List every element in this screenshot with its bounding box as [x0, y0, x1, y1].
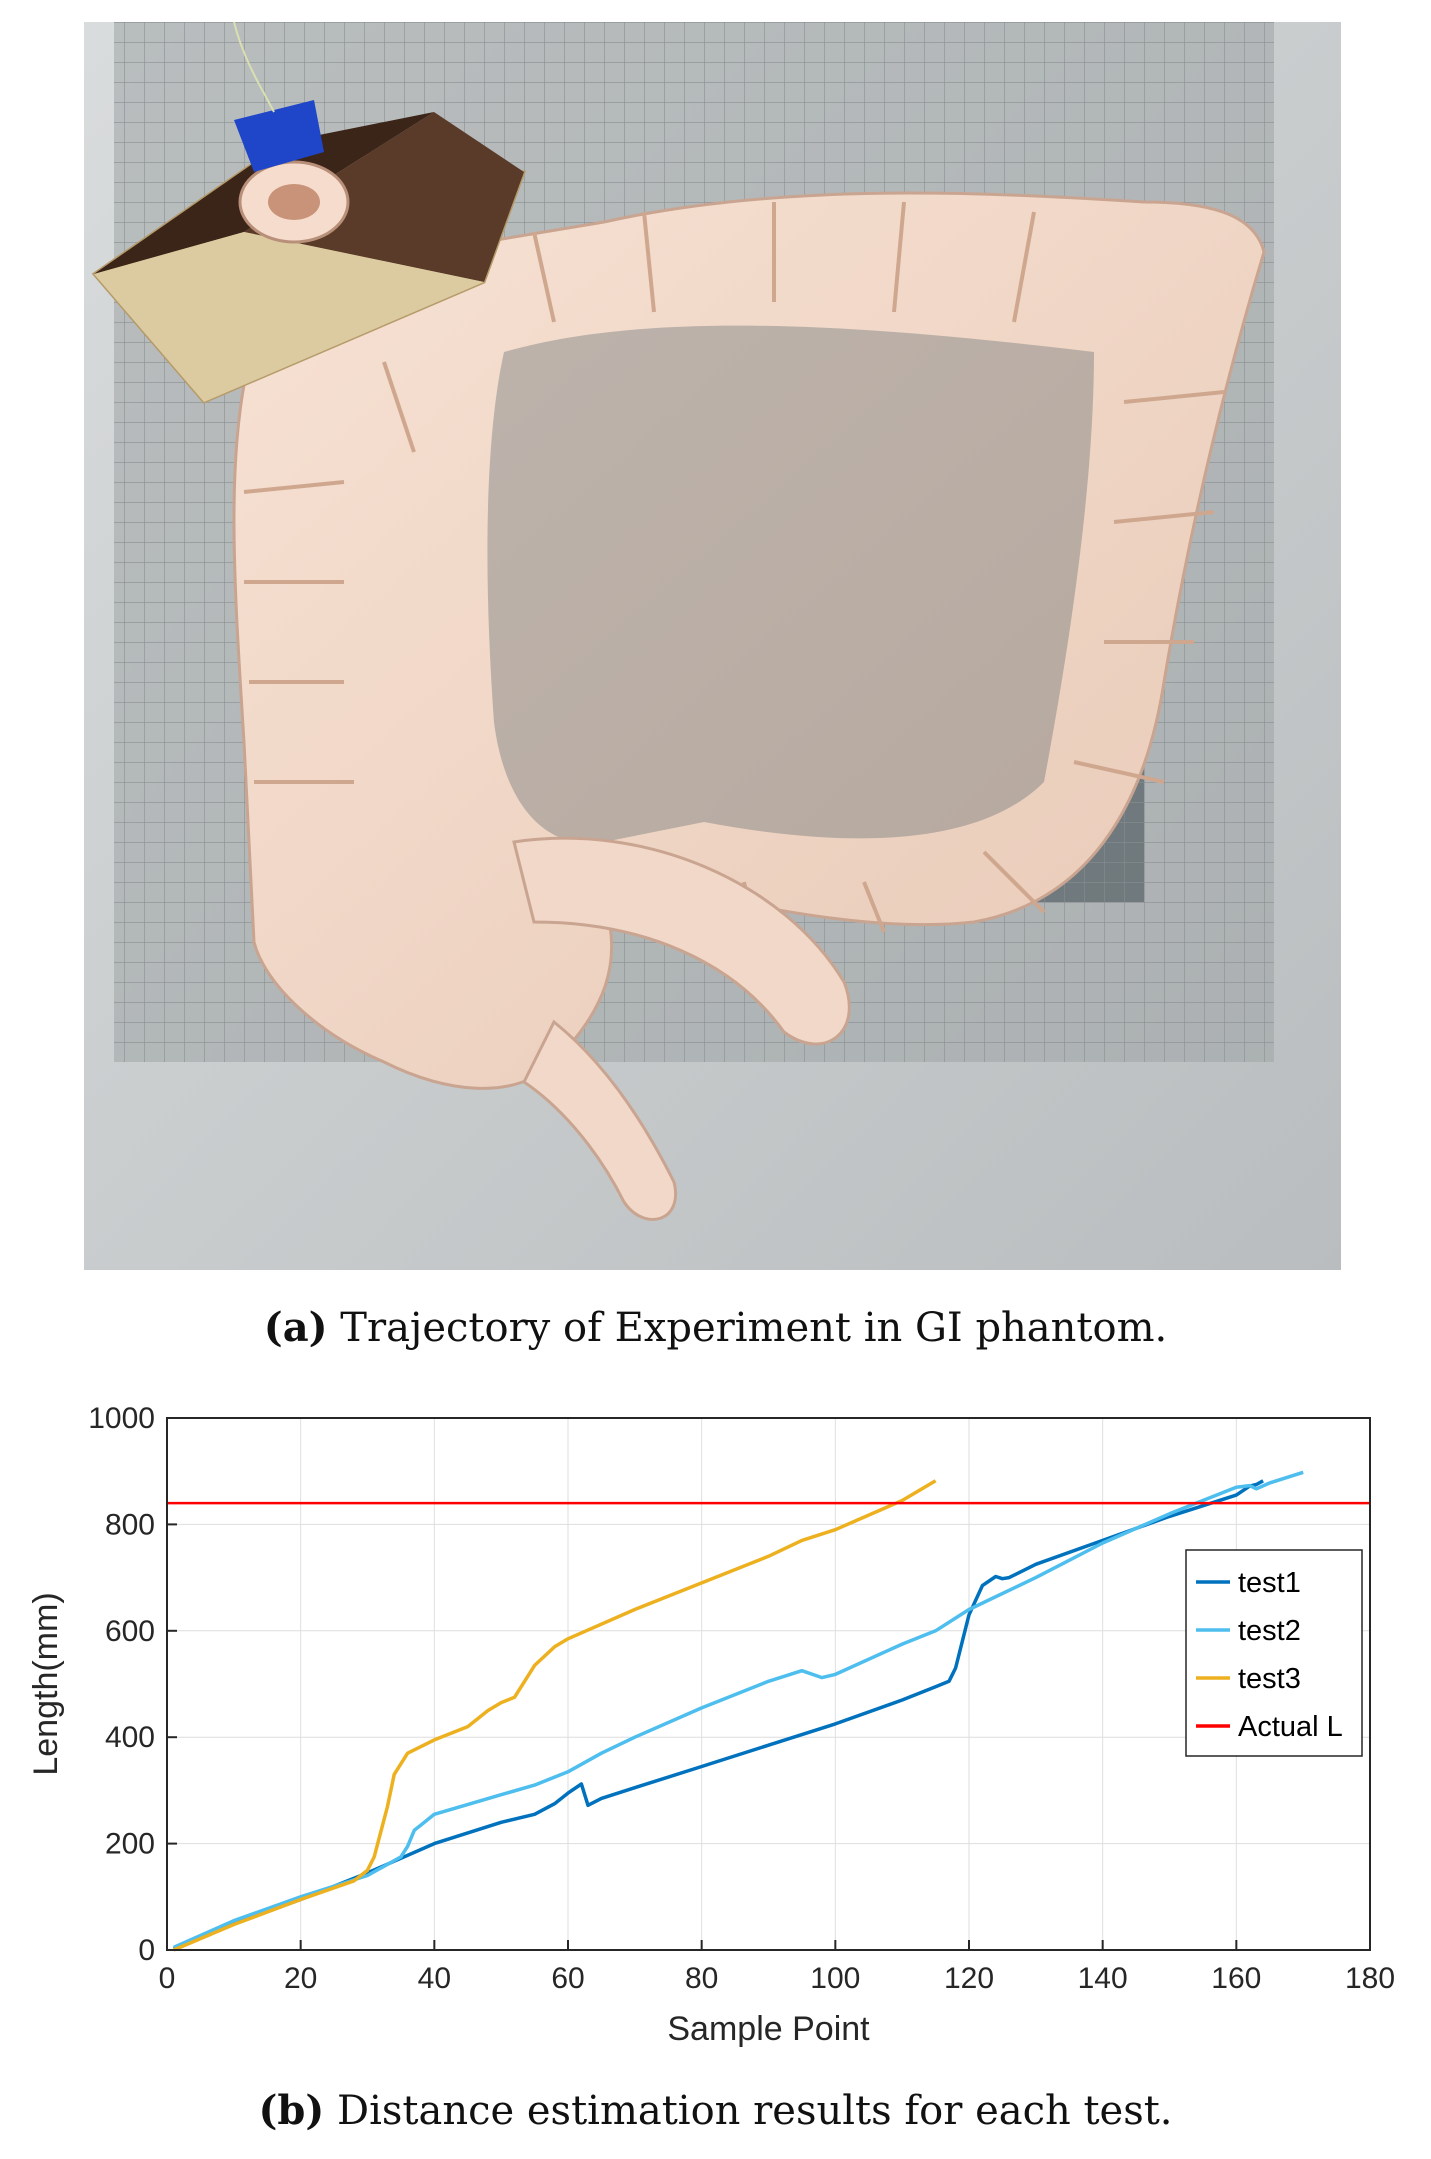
- x-tick-label: 0: [159, 1962, 176, 1995]
- y-axis-label: Length(mm): [27, 1592, 65, 1775]
- legend-label: test2: [1238, 1615, 1301, 1647]
- x-tick-label: 160: [1211, 1962, 1261, 1995]
- x-tick-label: 60: [551, 1962, 584, 1995]
- caption-b-label: (b): [258, 2087, 325, 2134]
- caption-b: (b) Distance estimation results for each…: [0, 2087, 1431, 2134]
- x-tick-label: 180: [1345, 1962, 1395, 1995]
- x-tick-label: 100: [810, 1962, 860, 1995]
- y-tick-label: 200: [105, 1828, 155, 1861]
- distance-chart: 0 20 40 60 80 100 120 140 160 180 0 200 400 600 800 100…: [0, 1400, 1431, 2050]
- x-axis-label: Sample Point: [667, 2010, 870, 2048]
- plot-area-border: [166, 1417, 1371, 1951]
- series-line-test3: [173, 1479, 937, 1952]
- y-tick-label: 600: [105, 1615, 155, 1648]
- x-tick-label: 40: [418, 1962, 451, 1995]
- sigmoid-segment: [512, 836, 851, 1046]
- blue-tag: [234, 100, 324, 172]
- legend-label: Actual L: [1238, 1711, 1343, 1743]
- y-tick-label: 1000: [88, 1402, 155, 1435]
- appendix-segment: [522, 1019, 678, 1221]
- series-layer: [167, 1470, 1370, 1952]
- y-tick-label: 400: [105, 1721, 155, 1754]
- legend-label: test1: [1238, 1567, 1301, 1599]
- tick-layer: 0 20 40 60 80 100 120 140 160 180 0 200 400 600 800 100…: [88, 1402, 1395, 1995]
- phantom-photo: [84, 22, 1341, 1270]
- x-tick-label: 80: [685, 1962, 718, 1995]
- series-line-test2: [172, 1470, 1304, 1949]
- x-tick-label: 140: [1078, 1962, 1128, 1995]
- x-tick-label: 20: [284, 1962, 317, 1995]
- plot-background: [167, 1418, 1370, 1950]
- x-tick-label: 120: [944, 1962, 994, 1995]
- caption-a-label: (a): [263, 1304, 328, 1351]
- legend-box: [1185, 1549, 1363, 1757]
- wooden-block: [91, 112, 527, 404]
- series-line-test1: [173, 1479, 1264, 1951]
- caption-a-text: Trajectory of Experiment in GI phantom.: [340, 1305, 1168, 1351]
- y-tick-label: 0: [138, 1934, 155, 1967]
- legend: test1 test2 test3 Actual L: [1185, 1549, 1363, 1757]
- phantom-photo-illustration: [84, 22, 1341, 1270]
- colon-phantom: [232, 191, 1266, 1090]
- legend-label: test3: [1238, 1663, 1301, 1695]
- caption-a: (a) Trajectory of Experiment in GI phant…: [0, 1304, 1431, 1351]
- chart-svg: 0 20 40 60 80 100 120 140 160 180 0 200 400 600 800 100…: [27, 1402, 1395, 2048]
- grid-layer: [166, 1417, 1371, 1951]
- y-tick-label: 800: [105, 1508, 155, 1541]
- sensor-wire: [233, 22, 275, 113]
- caption-b-text: Distance estimation results for each tes…: [337, 2088, 1173, 2134]
